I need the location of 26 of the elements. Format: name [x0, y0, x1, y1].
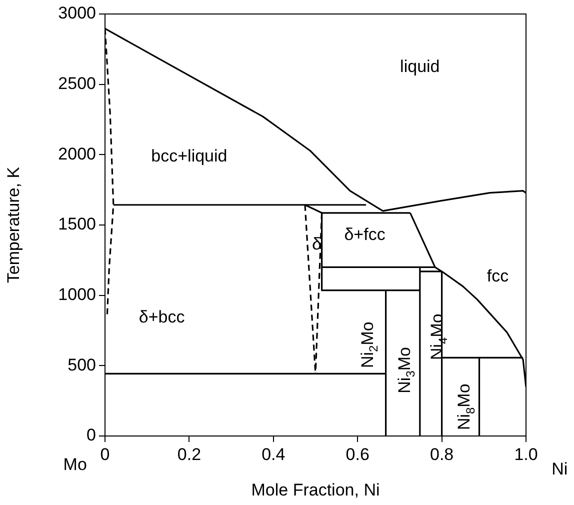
x-tick-label: 0.4	[262, 444, 286, 464]
y-tick-label: 0	[86, 426, 96, 445]
x-tick-label: 0.2	[177, 444, 202, 464]
annotation: Ni8Mo	[454, 384, 478, 430]
annotation: δ	[312, 234, 322, 254]
x-tick-label: 1.0	[514, 444, 538, 464]
y-tick-label: 1500	[58, 214, 96, 234]
text: Mo	[63, 454, 87, 474]
annotation: liquid	[400, 56, 440, 76]
annotation: δ+fcc	[344, 224, 386, 244]
y-tick-label: 2000	[58, 144, 96, 164]
text: Ni	[552, 459, 568, 478]
y-tick-label: 1000	[58, 285, 96, 304]
y-axis-title: Temperature, K	[4, 166, 23, 284]
x-tick-label: 0	[100, 444, 110, 464]
x-tick-label: 0.8	[430, 444, 454, 464]
x-axis-title: Mole Fraction, Ni	[251, 480, 380, 500]
annotation: fcc	[486, 266, 510, 286]
annotation: Ni2Mo	[358, 322, 380, 368]
y-tick-label: 2500	[58, 74, 96, 94]
y-tick-label: 3000	[58, 4, 96, 23]
annotation: bcc+liquid	[151, 146, 228, 166]
y-tick-label: 500	[68, 355, 96, 374]
annotation: δ+bcc	[138, 308, 186, 327]
x-tick-label: 0.6	[346, 444, 370, 464]
annotation: Ni3Mo	[394, 346, 418, 394]
